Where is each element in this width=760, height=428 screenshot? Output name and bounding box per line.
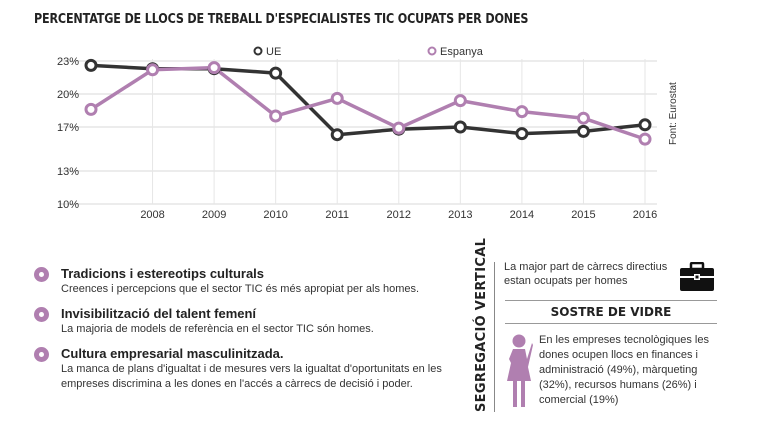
legend: UE Espanya [253,46,484,58]
y-tick-label: 17% [57,122,79,134]
data-point [269,109,283,123]
data-point [84,102,98,116]
y-tick-label: 10% [57,199,79,211]
data-point [576,124,590,138]
data-point [638,118,652,132]
series-line [90,65,646,141]
x-tick-label: 2016 [633,209,657,221]
factor-heading: Cultura empresarial masculinitzada. [61,346,284,361]
data-point [146,63,160,77]
factor-text: Creences i percepcions que el sector TIC… [61,283,420,295]
x-tick-label: 2012 [387,209,411,221]
series-group [84,58,652,146]
source-label: Font: Eurostat [668,82,679,145]
legend-marker [253,46,263,56]
directius-text: La major part de càrrecs directius estan… [504,261,668,287]
data-point [330,128,344,142]
x-tick-label: 2008 [140,209,164,221]
segregation-label: SEGREGACIÓ VERTICAL [474,237,489,412]
data-point [330,91,344,105]
x-tick-label: 2014 [510,209,534,221]
data-point [638,132,652,146]
factor-heading: Invisibilització del talent femení [61,306,257,321]
data-point [515,105,529,119]
factor-text: La manca de plans d'igualtat i de mesure… [61,363,442,390]
data-point [84,58,98,72]
data-point [269,66,283,80]
sostre-text: En les empreses tecnològiques les dones … [539,334,709,406]
x-axis-ticks: 2008 2009 2010 2011 2012 2013 2014 2015 2016 [140,209,657,221]
factor-text: La majoria de models de referència en el… [61,323,374,335]
factor-item: Invisibilització del talent femení La ma… [34,306,454,337]
factor-heading: Tradicions i estereotips culturals [61,266,265,281]
data-point [453,120,467,134]
series-line [90,63,646,137]
line-chart: 23% 20% 17% 13% 10% 2008 2009 2010 2011 2012 2013… [57,46,679,221]
sostre-banner: SOSTRE DE VIDRE [505,300,717,324]
x-tick-label: 2013 [448,209,472,221]
data-point [515,127,529,141]
divider [494,262,495,412]
bullet-dot-icon [34,307,49,322]
bullet-dot-icon [34,267,49,282]
y-tick-label: 23% [57,56,79,68]
factor-item: Cultura empresarial masculinitzada. La m… [34,346,454,392]
data-point [453,94,467,108]
y-axis-ticks: 23% 20% 17% 13% 10% [57,56,79,211]
data-point [392,121,406,135]
bullet-dot-icon [34,347,49,362]
briefcase-icon [680,262,714,291]
woman-icon [507,334,533,407]
x-tick-label: 2010 [263,209,287,221]
x-tick-label: 2011 [325,209,349,221]
legend-label: UE [266,46,281,58]
legend-marker [427,46,437,56]
y-tick-label: 13% [57,166,79,178]
factor-item: Tradicions i estereotips culturals Creen… [34,266,454,297]
data-point [207,61,221,75]
x-tick-label: 2009 [202,209,226,221]
data-point [576,111,590,125]
legend-label: Espanya [440,46,484,58]
y-tick-label: 20% [57,89,79,101]
x-tick-label: 2015 [571,209,595,221]
factors-list: Tradicions i estereotips culturals Creen… [34,266,454,401]
chart-title: PERCENTATGE DE LLOCS DE TREBALL D'ESPECI… [34,12,529,27]
